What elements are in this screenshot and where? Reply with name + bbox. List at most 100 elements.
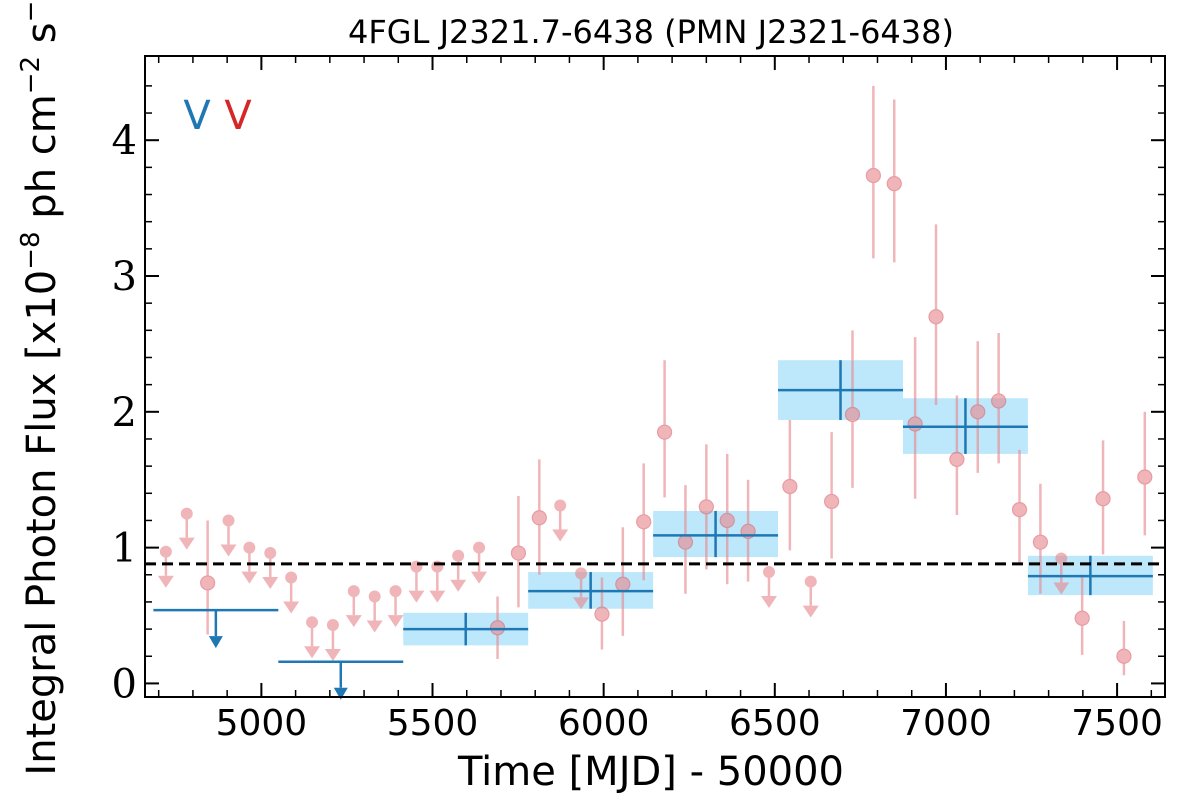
legend-label-long-bins: V [183,93,211,139]
short-bin-marker [531,510,547,526]
long-bin-upper-limit-arrowhead [208,636,223,649]
y-tick-label: 0 [112,661,137,707]
short-bin-marker [907,416,923,432]
short-bin-upper-limit [429,560,446,603]
short-bin-upper-limit-arrowhead [429,590,446,603]
short-bin-upper-limit-arrowhead [366,620,383,633]
short-bin-point [1116,620,1132,676]
long-bin-upper-limit-arrowhead [333,687,348,700]
short-bin-point [824,432,840,559]
short-bin-upper-limit-arrowhead [573,597,590,610]
short-bin-point [740,479,756,582]
short-bin-point [1095,440,1111,555]
short-bin-upper-limit [220,514,237,557]
short-bin-upper-limit [450,549,467,592]
short-bin-upper-limit-arrowhead [304,646,321,659]
short-bin-point [991,333,1007,464]
short-bin-point [615,527,631,636]
short-bin-upper-limit [366,590,383,633]
short-bin-upper-limit [178,507,195,550]
short-bin-marker [844,406,861,423]
short-bin-upper-limit-arrowhead [471,571,488,584]
short-bin-marker [489,620,506,636]
short-bin-upper-limit-arrowhead [387,615,404,628]
short-bin-upper-limit [345,585,362,628]
short-bin-marker [886,176,902,192]
short-bin-point [594,577,610,650]
short-bin-upper-limit-arrowhead [220,544,237,557]
short-bin-marker [719,512,735,529]
y-tick-label: 2 [112,390,137,436]
long-bin-series [153,360,1153,700]
short-bin-point [1137,411,1153,536]
plot-frame [144,55,1166,698]
short-bin-point [844,330,861,488]
short-bin-marker [1074,610,1090,626]
short-bin-marker [1011,501,1028,518]
short-bin-series [157,85,1153,676]
short-bin-marker [1095,491,1111,507]
short-bin-marker [698,499,714,515]
short-bin-marker [1116,648,1132,664]
chart-title: 4FGL J2321.7-6438 (PMN J2321-6438) [348,13,954,51]
short-bin-point [1011,449,1028,564]
short-bin-marker [1032,534,1049,550]
short-bin-marker [928,309,944,325]
short-bin-upper-limit [552,499,569,542]
short-bin-upper-limit [304,616,321,659]
y-tick-label: 4 [112,118,137,164]
short-bin-marker [824,493,840,510]
short-bin-upper-limit [573,567,590,610]
short-bin-upper-limit-arrowhead [157,575,174,588]
x-tick-label: 7000 [900,703,992,744]
short-bin-point [1074,574,1090,655]
short-bin-marker [991,393,1007,409]
x-tick-label: 6000 [558,703,650,744]
short-bin-point [531,459,547,575]
short-bin-marker [594,606,610,622]
short-bin-point [928,224,944,406]
short-bin-upper-limit [283,571,300,614]
x-tick-label: 6500 [729,703,821,744]
x-axis-label: Time [MJD] - 50000 [457,749,844,795]
short-bin-marker [865,167,881,184]
short-bin-upper-limit-arrowhead [802,605,819,618]
short-bin-upper-limit [408,560,425,603]
short-bin-point [949,395,965,516]
x-tick-label: 7500 [1071,703,1163,744]
short-bin-point [636,463,652,581]
short-bin-point [656,360,673,498]
short-bin-marker [510,545,527,561]
short-bin-upper-limit-arrowhead [760,596,777,609]
short-bin-upper-limit-arrowhead [552,529,569,542]
short-bin-upper-limit-arrowhead [178,537,195,550]
short-bin-upper-limit [387,585,404,628]
short-bin-upper-limit [241,541,258,584]
short-bin-marker [636,514,652,530]
short-bin-point [782,419,798,551]
short-bin-point [865,85,881,259]
y-tick-label: 1 [112,526,137,572]
x-tick-label: 5000 [216,703,308,744]
short-bin-upper-limit-arrowhead [241,571,258,584]
short-bin-marker [200,575,216,591]
short-bin-upper-limit [262,547,279,590]
short-bin-upper-limit [324,619,341,662]
short-bin-point [677,485,694,594]
axis-ticks: 5000 5500 6000 6500 7000 7500 0 1 2 3 4 [112,56,1165,744]
short-bin-upper-limit-arrowhead [450,579,467,592]
short-bin-point [886,99,902,263]
short-bin-marker [970,404,986,420]
short-bin-upper-limit [157,545,174,588]
short-bin-point [489,596,506,659]
short-bin-upper-limit-arrowhead [408,590,425,603]
short-bin-upper-limit-arrowhead [345,615,362,628]
short-bin-marker [615,576,631,592]
x-tick-label: 5500 [387,703,479,744]
short-bin-upper-limit-arrowhead [283,601,300,614]
short-bin-marker [656,424,673,440]
short-bin-marker [677,534,694,550]
short-bin-upper-limit [802,575,819,618]
short-bin-upper-limit [1053,552,1070,595]
